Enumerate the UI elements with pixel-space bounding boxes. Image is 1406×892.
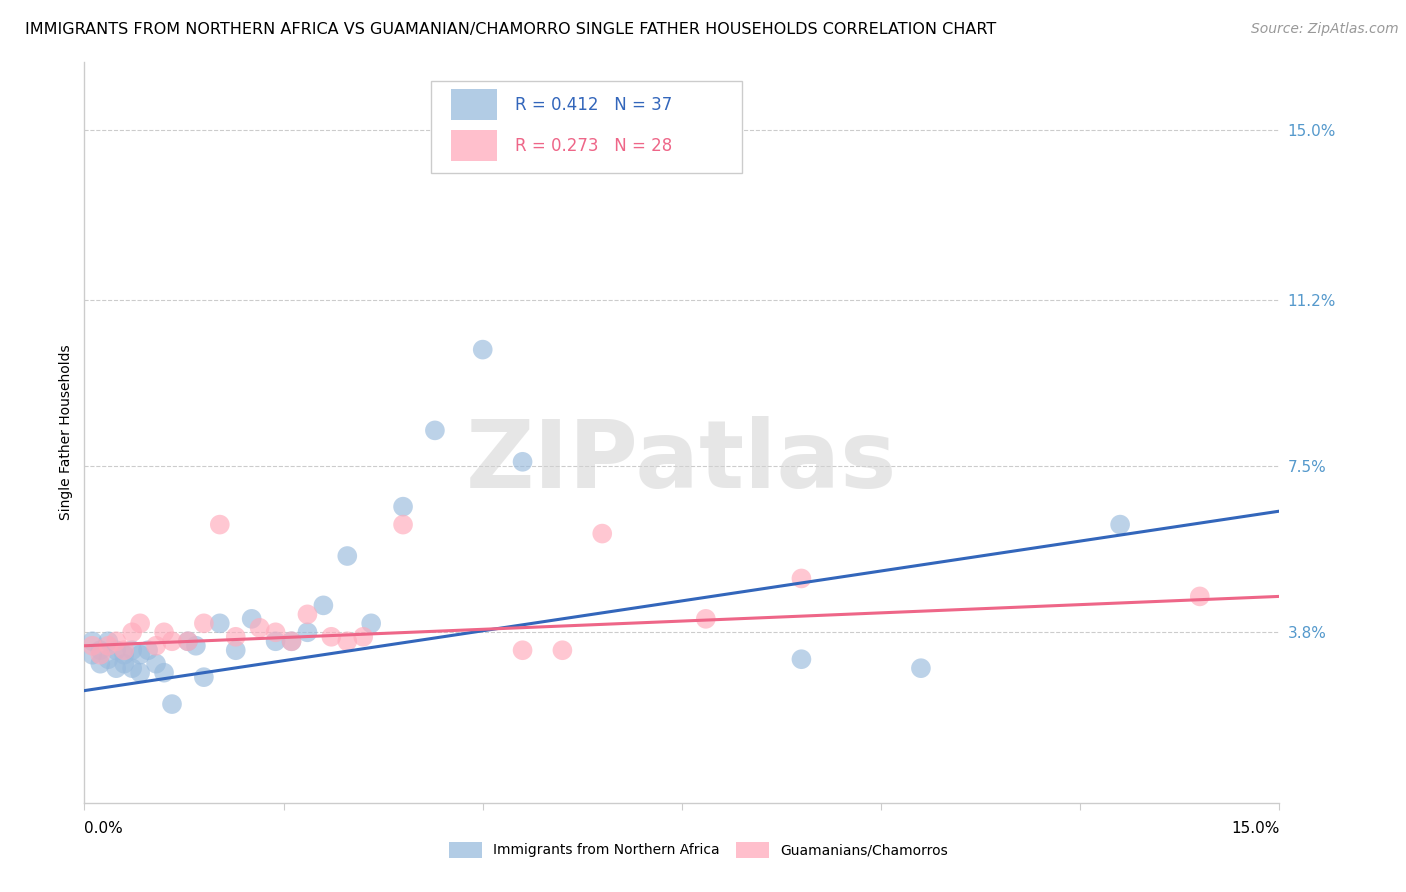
Point <box>1188 590 1211 604</box>
Point <box>184 639 207 653</box>
Point <box>360 616 382 631</box>
Point <box>129 648 152 662</box>
FancyBboxPatch shape <box>432 81 742 173</box>
Text: Source: ZipAtlas.com: Source: ZipAtlas.com <box>1251 22 1399 37</box>
Point <box>910 661 932 675</box>
Point <box>160 697 183 711</box>
Point <box>121 661 143 675</box>
Point <box>89 648 111 662</box>
Point <box>208 616 231 631</box>
Point <box>297 607 319 622</box>
Point <box>392 500 415 514</box>
Text: IMMIGRANTS FROM NORTHERN AFRICA VS GUAMANIAN/CHAMORRO SINGLE FATHER HOUSEHOLDS C: IMMIGRANTS FROM NORTHERN AFRICA VS GUAMA… <box>25 22 997 37</box>
Point <box>153 625 176 640</box>
Point <box>121 625 143 640</box>
Point <box>264 634 287 648</box>
Point <box>790 652 813 666</box>
Point <box>280 634 302 648</box>
Point <box>591 526 613 541</box>
Point <box>82 648 104 662</box>
Point <box>129 665 152 680</box>
Point <box>82 639 104 653</box>
FancyBboxPatch shape <box>451 130 496 161</box>
Point <box>89 657 111 671</box>
Text: 0.0%: 0.0% <box>84 822 124 837</box>
Point <box>240 612 263 626</box>
Point <box>193 670 215 684</box>
Point <box>145 657 167 671</box>
Point <box>352 630 374 644</box>
Text: ZIPatlas: ZIPatlas <box>467 417 897 508</box>
Point <box>336 549 359 563</box>
Text: R = 0.273   N = 28: R = 0.273 N = 28 <box>515 136 672 154</box>
Point <box>225 630 247 644</box>
Point <box>112 643 135 657</box>
Point <box>249 621 271 635</box>
Point <box>105 634 128 648</box>
Point <box>97 652 120 666</box>
FancyBboxPatch shape <box>451 89 496 120</box>
Point <box>695 612 717 626</box>
Text: Immigrants from Northern Africa: Immigrants from Northern Africa <box>494 843 720 857</box>
Point <box>790 571 813 585</box>
Point <box>105 661 128 675</box>
Point <box>177 634 200 648</box>
Point <box>97 634 120 648</box>
Point <box>121 643 143 657</box>
Point <box>136 643 159 657</box>
Point <box>112 657 135 671</box>
Point <box>97 639 120 653</box>
Point <box>512 643 534 657</box>
Point <box>208 517 231 532</box>
Point <box>225 643 247 657</box>
Point <box>280 634 302 648</box>
Point <box>312 599 335 613</box>
Point <box>105 643 128 657</box>
Point <box>153 665 176 680</box>
FancyBboxPatch shape <box>735 842 769 858</box>
Point <box>321 630 343 644</box>
Point <box>129 616 152 631</box>
Y-axis label: Single Father Households: Single Father Households <box>59 345 73 520</box>
Point <box>82 634 104 648</box>
Point <box>1109 517 1132 532</box>
Point <box>160 634 183 648</box>
Text: Guamanians/Chamorros: Guamanians/Chamorros <box>780 843 948 857</box>
Point <box>423 423 446 437</box>
Text: 15.0%: 15.0% <box>1232 822 1279 837</box>
Point <box>193 616 215 631</box>
FancyBboxPatch shape <box>449 842 482 858</box>
Point <box>177 634 200 648</box>
Text: R = 0.412   N = 37: R = 0.412 N = 37 <box>515 95 672 114</box>
Point <box>551 643 574 657</box>
Point <box>89 643 111 657</box>
Point <box>392 517 415 532</box>
Point <box>471 343 494 357</box>
Point <box>512 455 534 469</box>
Point <box>145 639 167 653</box>
Point <box>112 648 135 662</box>
Point <box>336 634 359 648</box>
Point <box>297 625 319 640</box>
Point <box>264 625 287 640</box>
